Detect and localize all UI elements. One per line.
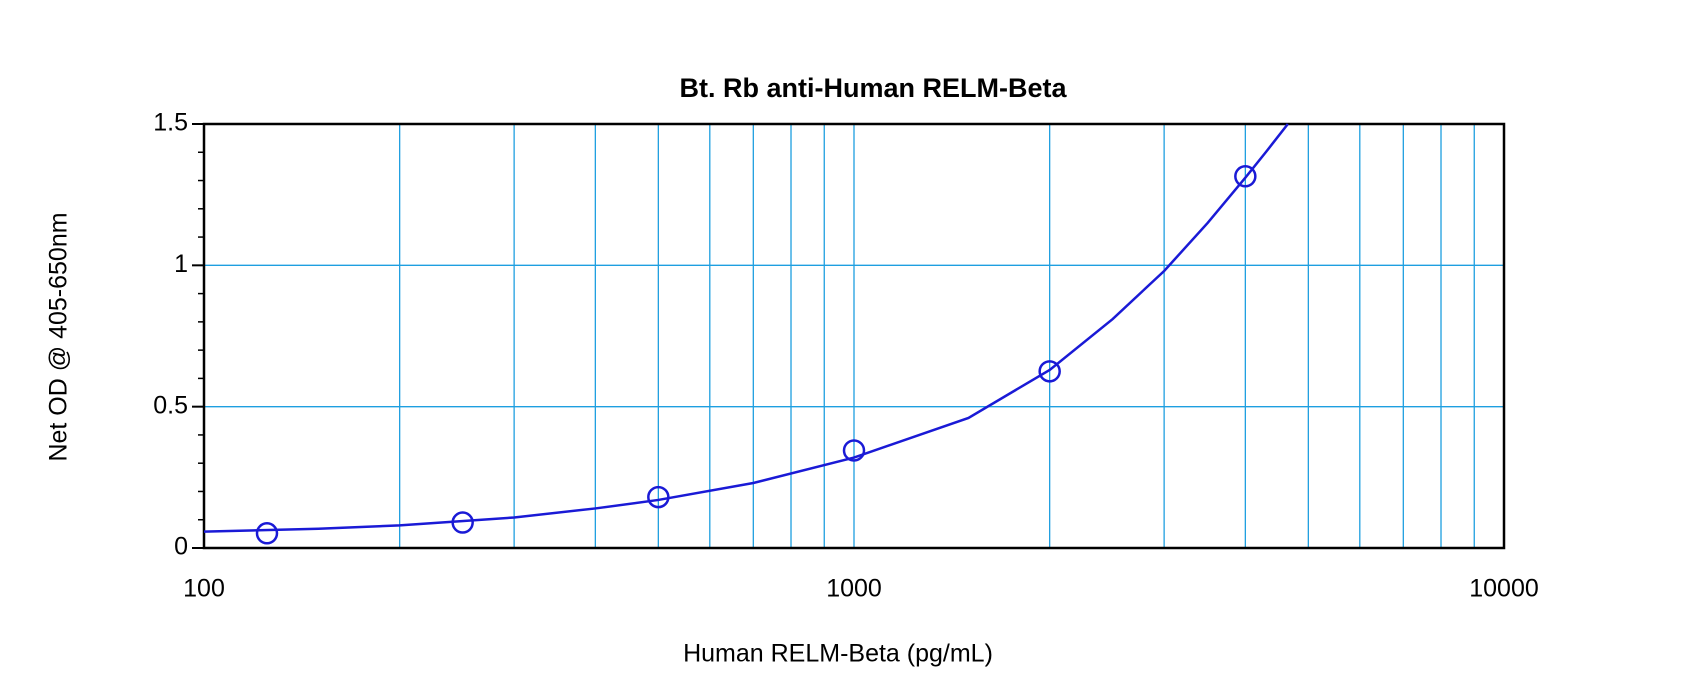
x-tick-label: 1000 bbox=[826, 575, 882, 603]
data-point bbox=[1234, 165, 1257, 188]
x-axis-label: Human RELM-Beta (pg/mL) bbox=[683, 640, 993, 668]
fit-curve bbox=[203, 123, 1289, 533]
y-tick-label: 0 bbox=[174, 533, 188, 561]
y-tick-label: 1.5 bbox=[153, 109, 188, 137]
data-point bbox=[1038, 360, 1061, 383]
y-tick-label: 1 bbox=[174, 250, 188, 278]
y-tick-label: 0.5 bbox=[153, 391, 188, 419]
x-tick-label: 10000 bbox=[1469, 575, 1539, 603]
data-point bbox=[255, 522, 279, 545]
y-axis-label: Net OD @ 405-650nm bbox=[45, 212, 73, 461]
x-tick-label: 100 bbox=[183, 575, 225, 603]
plot-frame bbox=[202, 122, 1506, 550]
chart-title: Bt. Rb anti-Human RELM-Beta bbox=[680, 73, 1068, 103]
data-point bbox=[842, 439, 866, 462]
